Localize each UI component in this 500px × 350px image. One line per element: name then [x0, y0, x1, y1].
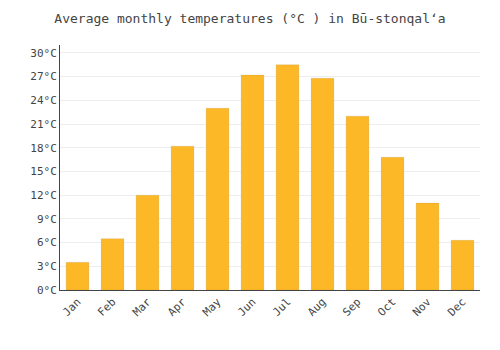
svg-text:21°C: 21°C [30, 118, 57, 131]
svg-text:24°C: 24°C [30, 94, 57, 107]
svg-text:3°C: 3°C [37, 260, 57, 273]
svg-text:Jan: Jan [60, 296, 83, 319]
svg-text:9°C: 9°C [37, 213, 57, 226]
svg-text:0°C: 0°C [37, 284, 57, 297]
svg-text:Nov: Nov [410, 295, 434, 319]
svg-text:6°C: 6°C [37, 236, 57, 249]
svg-text:Aug: Aug [305, 296, 328, 319]
svg-text:May: May [200, 295, 224, 319]
svg-text:30°C: 30°C [30, 47, 57, 60]
svg-text:18°C: 18°C [30, 142, 57, 155]
svg-text:Sep: Sep [340, 296, 363, 319]
svg-text:Dec: Dec [445, 296, 468, 319]
svg-text:Average monthly temperatures (: Average monthly temperatures (°C ) in Bū… [54, 11, 445, 26]
svg-text:Mar: Mar [130, 295, 154, 319]
svg-text:Jun: Jun [235, 296, 258, 319]
svg-text:27°C: 27°C [30, 70, 57, 83]
svg-text:Oct: Oct [375, 296, 398, 319]
svg-text:Apr: Apr [165, 295, 189, 319]
svg-text:Jul: Jul [270, 296, 293, 319]
svg-text:12°C: 12°C [30, 189, 57, 202]
svg-text:Feb: Feb [95, 296, 118, 319]
svg-text:15°C: 15°C [30, 165, 57, 178]
